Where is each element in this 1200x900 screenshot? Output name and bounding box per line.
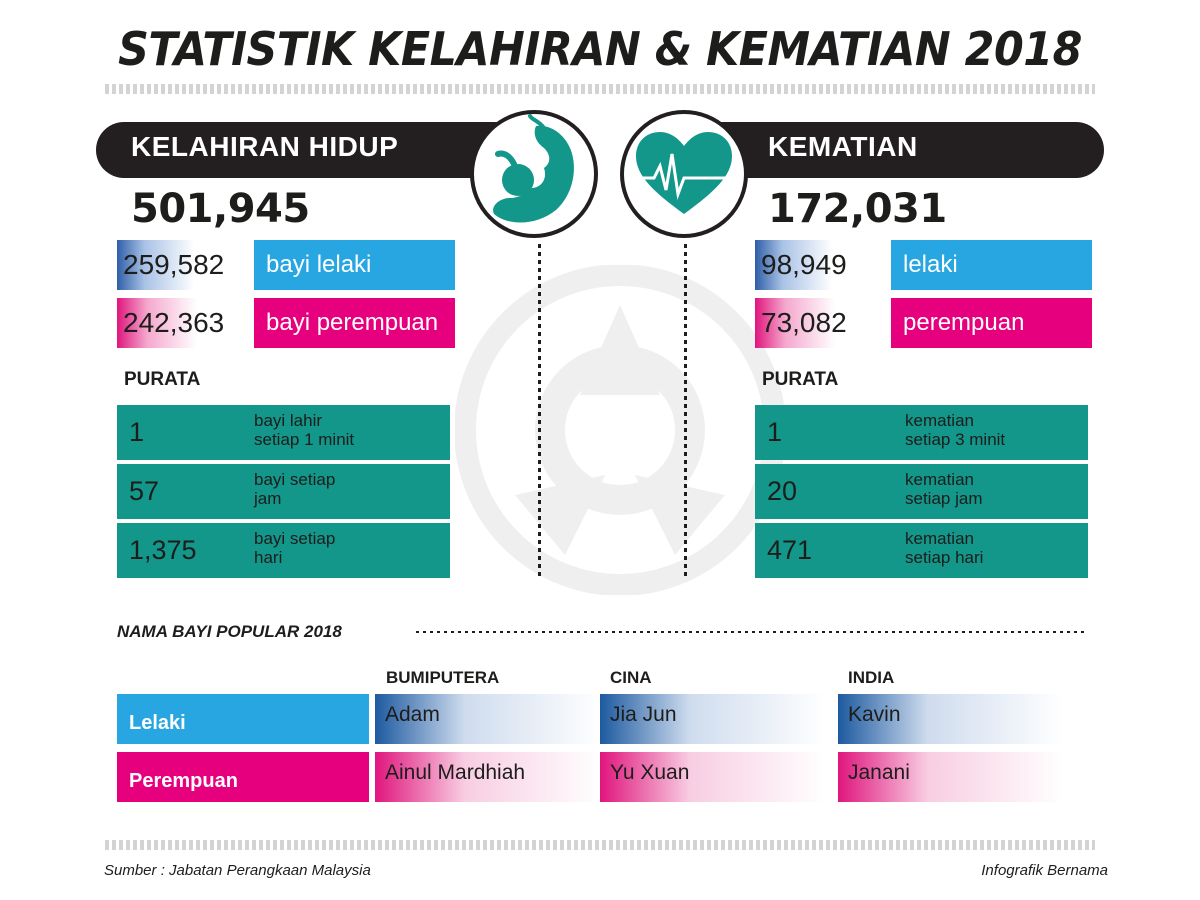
births-female-label: bayi perempuan — [254, 298, 455, 348]
popular-names-title: NAMA BAYI POPULAR 2018 — [117, 622, 342, 641]
name-cell: Adam — [375, 694, 600, 744]
deaths-header: KEMATIAN — [768, 131, 918, 162]
source-text: Sumber : Jabatan Perangkaan Malaysia — [104, 862, 371, 879]
fetus-icon-circle — [470, 110, 598, 238]
average-desc-line1: bayi setiap — [254, 529, 336, 548]
heartbeat-icon-circle — [620, 110, 748, 238]
average-desc-line2: jam — [254, 489, 282, 508]
average-value: 1 — [767, 417, 783, 447]
average-value: 1 — [129, 417, 145, 447]
deaths-female-label: perempuan — [891, 298, 1092, 348]
births-average-row: 1 bayi lahir setiap 1 minit — [117, 405, 450, 460]
births-total: 501,945 — [131, 186, 310, 232]
fetus-icon — [493, 114, 574, 223]
average-desc-line1: kematian — [905, 411, 974, 430]
deaths-average-row: 20 kematian setiap jam — [755, 464, 1088, 519]
average-desc-line2: setiap hari — [905, 548, 984, 567]
deaths-male-label: lelaki — [891, 240, 1092, 290]
births-male-label: bayi lelaki — [254, 240, 455, 290]
births-average-row: 1,375 bayi setiap hari — [117, 523, 450, 578]
page-title: STATISTIK KELAHIRAN & KEMATIAN 2018 — [118, 22, 1082, 76]
name-cell: Janani — [838, 752, 1063, 802]
heartbeat-icon — [632, 132, 736, 214]
average-desc-line1: bayi lahir — [254, 411, 323, 430]
average-value: 57 — [129, 476, 160, 506]
deaths-female-value: 73,082 — [755, 298, 880, 348]
deaths-header-bar — [690, 122, 1104, 178]
row-label-female: Perempuan — [117, 752, 369, 802]
credit-text: Infografik Bernama — [981, 862, 1108, 879]
deaths-average-row: 1 kematian setiap 3 minit — [755, 405, 1088, 460]
average-desc-line2: setiap 3 minit — [905, 430, 1006, 449]
name-cell: Jia Jun — [600, 694, 825, 744]
deaths-male-value: 98,949 — [755, 240, 880, 290]
births-header-bar — [96, 122, 516, 178]
births-header: KELAHIRAN HIDUP — [131, 131, 399, 162]
births-divider — [538, 244, 541, 578]
row-label-male: Lelaki — [117, 694, 369, 744]
births-female-value: 242,363 — [117, 298, 242, 348]
births-male-value: 259,582 — [117, 240, 242, 290]
popular-names-rule — [416, 631, 1088, 633]
column-bumiputera: BUMIPUTERA — [386, 668, 500, 687]
average-value: 1,375 — [129, 535, 197, 565]
average-desc-line1: bayi setiap — [254, 470, 336, 489]
average-desc-line1: kematian — [905, 470, 974, 489]
top-divider — [105, 84, 1095, 94]
deaths-average-heading: PURATA — [762, 369, 839, 390]
average-desc-line2: setiap 1 minit — [254, 430, 355, 449]
column-cina: CINA — [610, 668, 652, 687]
births-average-row: 57 bayi setiap jam — [117, 464, 450, 519]
deaths-divider — [684, 244, 687, 578]
average-value: 471 — [767, 535, 813, 565]
name-cell: Yu Xuan — [600, 752, 825, 802]
average-desc-line2: hari — [254, 548, 283, 567]
name-cell: Kavin — [838, 694, 1063, 744]
deaths-average-row: 471 kematian setiap hari — [755, 523, 1088, 578]
average-desc-line2: setiap jam — [905, 489, 983, 508]
average-value: 20 — [767, 476, 798, 506]
name-cell: Ainul Mardhiah — [375, 752, 600, 802]
watermark-logo-icon — [455, 265, 785, 595]
births-average-heading: PURATA — [124, 369, 201, 390]
average-desc-line1: kematian — [905, 529, 974, 548]
deaths-total: 172,031 — [768, 186, 947, 232]
column-india: INDIA — [848, 668, 895, 687]
bottom-divider — [105, 840, 1095, 850]
